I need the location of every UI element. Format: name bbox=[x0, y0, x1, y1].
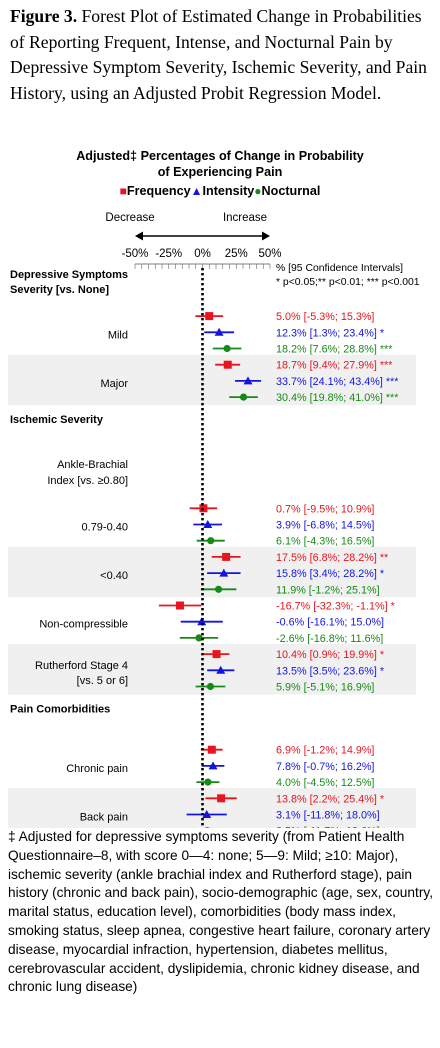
group-label-rutherford-stage-4: [vs. 5 or 6] bbox=[77, 675, 128, 687]
ci-text-nocturnal: 4.0% [-4.5%; 12.5%] bbox=[276, 777, 374, 789]
circle-marker-icon: ● bbox=[254, 184, 262, 198]
legend-item-frequency: ■Frequency bbox=[120, 184, 191, 198]
ci-text-frequency: 0.7% [-9.5%; 10.9%] bbox=[276, 503, 374, 515]
footnote: ‡ Adjusted for depressive symptoms sever… bbox=[8, 829, 434, 995]
ci-text-intensity: 12.3% [1.3%; 23.4%] * bbox=[276, 327, 385, 339]
point-estimate-intensity bbox=[202, 810, 212, 818]
ci-text-frequency: 13.8% [2.2%; 25.4%] * bbox=[276, 793, 385, 805]
ci-text-frequency: -16.7% [-32.3%; -1.1%] * bbox=[276, 601, 396, 613]
arrow-left-icon bbox=[135, 231, 143, 241]
direction-label-increase: Increase bbox=[223, 212, 267, 224]
group-label-rutherford-stage-4: Rutherford Stage 4 bbox=[35, 660, 128, 672]
group-label-chronic-pain: Chronic pain bbox=[66, 763, 128, 775]
x-tick-label: 25% bbox=[225, 248, 248, 260]
ci-text-intensity: 3.1% [-11.8%; 18.0%] bbox=[276, 810, 380, 822]
section-heading: Depressive Symptoms bbox=[10, 269, 128, 281]
ci-text-frequency: 18.7% [9.4%; 27.9%] *** bbox=[276, 360, 393, 372]
subgroup-heading: Index [vs. ≥0.80] bbox=[47, 475, 128, 487]
point-estimate-nocturnal bbox=[206, 682, 215, 691]
point-estimate-intensity bbox=[219, 568, 229, 577]
ci-text-intensity: 7.8% [-0.7%; 16.2%] bbox=[276, 761, 374, 773]
ci-text-frequency: 17.5% [6.8%; 28.2%] ** bbox=[276, 552, 389, 564]
chart-title-line-2: of Experiencing Pain bbox=[157, 165, 283, 179]
x-tick-label: -25% bbox=[155, 248, 182, 260]
group-label-0-40: <0.40 bbox=[100, 570, 128, 582]
ci-text-frequency: 6.9% [-1.2%; 14.9%] bbox=[276, 745, 374, 757]
point-estimate-nocturnal bbox=[223, 344, 231, 353]
point-estimate-nocturnal bbox=[239, 393, 248, 401]
point-estimate-intensity bbox=[243, 376, 253, 385]
group-shading bbox=[8, 354, 416, 406]
ci-text-nocturnal: 3.5% [-11.7%; 18.6%] bbox=[276, 826, 380, 828]
direction-label-decrease: Decrease bbox=[105, 212, 154, 224]
x-tick-label: 0% bbox=[194, 248, 211, 260]
ci-text-nocturnal: 30.4% [19.8%; 41.0%] *** bbox=[276, 392, 399, 404]
point-estimate-frequency bbox=[217, 794, 226, 803]
point-estimate-nocturnal bbox=[207, 537, 215, 545]
point-estimate-intensity bbox=[216, 665, 226, 674]
point-estimate-frequency bbox=[207, 745, 216, 754]
ci-text-nocturnal: 11.9% [-1.2%; 25.1%] bbox=[276, 584, 380, 596]
forest-plot: Decrease Increase -50% -25% 0% 25% 50% % [95 Co… bbox=[8, 212, 420, 828]
group-label-back-pain: Back pain bbox=[80, 812, 128, 824]
group-label-non-compressible: Non-compressible bbox=[39, 619, 128, 631]
ci-text-intensity: 15.8% [3.4%; 28.2%] * bbox=[276, 568, 385, 580]
point-estimate-frequency bbox=[212, 650, 221, 659]
ci-text-nocturnal: 6.1% [-4.3%; 16.5%] bbox=[276, 536, 374, 548]
point-estimate-intensity bbox=[203, 520, 213, 528]
significance-legend: * p<0.05;** p<0.01; *** p<0.001 bbox=[276, 277, 420, 288]
legend-label-nocturnal: Nocturnal bbox=[261, 184, 321, 198]
group-label-major: Major bbox=[100, 378, 128, 390]
section-heading: Ischemic Severity bbox=[10, 414, 104, 426]
x-tick-label: 50% bbox=[258, 248, 281, 260]
ci-text-intensity: 13.5% [3.5%; 23.6%] * bbox=[276, 665, 385, 677]
point-estimate-nocturnal bbox=[214, 585, 223, 593]
point-estimate-nocturnal bbox=[204, 827, 210, 828]
point-estimate-intensity bbox=[214, 327, 224, 336]
chart-legend: ■Frequency▲Intensity●Nocturnal bbox=[0, 184, 440, 198]
ci-text-nocturnal: -2.6% [-16.8%; 11.6%] bbox=[276, 633, 383, 645]
point-estimate-intensity bbox=[197, 617, 207, 626]
ci-column-header: % [95 Confidence Intervals] bbox=[276, 263, 403, 274]
point-estimate-nocturnal bbox=[195, 634, 203, 642]
ci-text-frequency: 5.0% [-5.3%; 15.3%] bbox=[276, 311, 374, 323]
ci-text-nocturnal: 18.2% [7.6%; 28.8%] *** bbox=[276, 344, 393, 356]
legend-item-intensity: ▲Intensity bbox=[191, 184, 255, 198]
point-estimate-nocturnal bbox=[204, 778, 212, 786]
square-marker-icon: ■ bbox=[119, 184, 127, 198]
ci-text-frequency: 10.4% [0.9%; 19.9%] * bbox=[276, 649, 385, 661]
legend-label-frequency: Frequency bbox=[126, 184, 191, 198]
group-shading bbox=[8, 788, 416, 828]
chart-title-line-1: Adjusted‡ Percentages of Change in Proba… bbox=[76, 149, 364, 163]
arrow-right-icon bbox=[262, 231, 270, 241]
x-tick-label: -50% bbox=[122, 248, 149, 260]
point-estimate-frequency bbox=[175, 601, 184, 610]
section-heading: Pain Comorbidities bbox=[10, 704, 110, 716]
group-label-0-79-0-40: 0.79-0.40 bbox=[82, 522, 128, 534]
triangle-marker-icon: ▲ bbox=[190, 184, 203, 198]
ci-text-nocturnal: 5.9% [-5.1%; 16.9%] bbox=[276, 682, 374, 694]
group-label-mild: Mild bbox=[108, 329, 128, 341]
figure-caption: Figure 3. Forest Plot of Estimated Chang… bbox=[10, 4, 435, 106]
section-heading: Severity [vs. None] bbox=[10, 284, 109, 296]
point-estimate-frequency bbox=[223, 360, 232, 369]
ci-text-intensity: -0.6% [-16.1%; 15.0%] bbox=[276, 617, 384, 629]
legend-label-intensity: Intensity bbox=[202, 184, 255, 198]
point-estimate-intensity bbox=[208, 761, 218, 770]
figure-label: Figure 3. bbox=[10, 6, 78, 26]
legend-item-nocturnal: ●Nocturnal bbox=[254, 184, 320, 198]
figure-caption-text: Forest Plot of Estimated Change in Proba… bbox=[10, 6, 427, 103]
point-estimate-frequency bbox=[205, 312, 214, 321]
ci-text-intensity: 3.9% [-6.8%; 14.5%] bbox=[276, 520, 374, 532]
point-estimate-frequency bbox=[222, 552, 231, 561]
ci-text-intensity: 33.7% [24.1%; 43.4%] *** bbox=[276, 376, 399, 388]
subgroup-heading: Ankle-Brachial bbox=[57, 459, 128, 471]
